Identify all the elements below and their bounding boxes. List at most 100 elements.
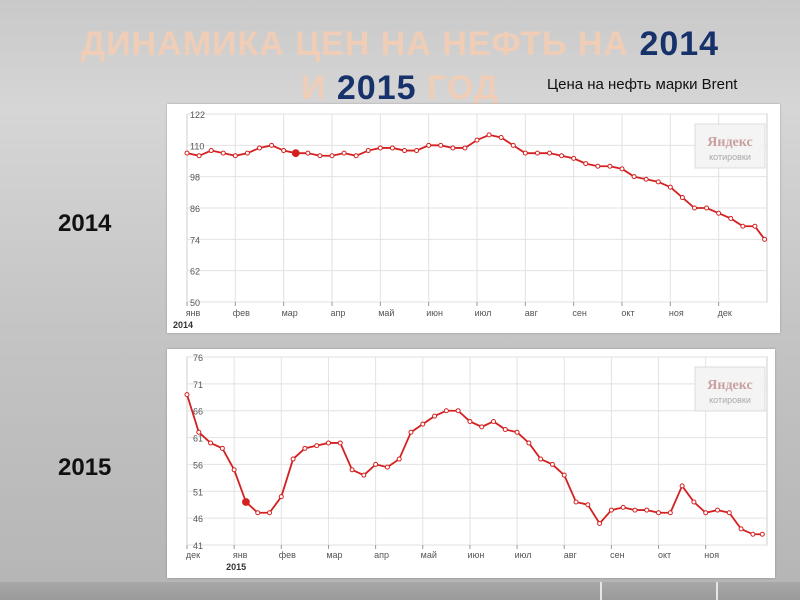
data-point: [714, 507, 720, 513]
data-point: [337, 440, 343, 446]
y-tick-label: 41: [193, 541, 203, 551]
data-point: [655, 179, 661, 185]
data-point: [522, 150, 528, 156]
subtitle: Цена на нефть марки Brent: [547, 76, 738, 93]
data-point: [538, 456, 544, 462]
y-tick-label: 86: [190, 204, 200, 214]
watermark-sub: котировки: [709, 152, 751, 162]
chart-panel-2015: 76 71 66 61 56 51 46 41 дек янв фев мар апр май июн июл…: [167, 349, 775, 578]
data-point: [196, 429, 202, 435]
x-tick-label: июл: [475, 308, 492, 318]
data-point: [450, 145, 456, 151]
data-point: [219, 445, 225, 451]
data-point: [595, 163, 601, 169]
data-point: [432, 413, 438, 419]
x-tick-label: июн: [426, 308, 443, 318]
data-point: [644, 507, 650, 513]
data-point: [750, 531, 756, 537]
data-point: [491, 418, 497, 424]
data-point: [314, 443, 320, 449]
x-tick-label: июл: [515, 550, 532, 560]
data-point: [667, 510, 673, 516]
data-point: [514, 429, 520, 435]
data-point: [704, 205, 710, 211]
x-tick-label: апр: [374, 550, 389, 560]
watermark-sub: котировки: [709, 395, 751, 405]
data-point: [349, 467, 355, 473]
data-point: [547, 150, 552, 156]
plot-area: [186, 356, 768, 546]
data-point: [244, 150, 250, 156]
data-point: [278, 494, 284, 500]
bottom-bar-divider: [716, 582, 738, 600]
data-point: [317, 153, 323, 159]
x-tick-label: ноя: [704, 550, 719, 560]
x-tick-label: окт: [621, 308, 634, 318]
data-point: [474, 137, 480, 143]
data-point: [208, 440, 214, 446]
year-label-2014: 2014: [58, 210, 112, 237]
y-tick-label: 46: [193, 514, 203, 524]
data-point: [740, 223, 746, 229]
title-word-year: ГОД: [416, 69, 500, 107]
data-point: [443, 408, 449, 414]
data-point: [486, 132, 492, 138]
x-tick-label: янв: [186, 308, 201, 318]
data-point: [759, 531, 765, 537]
y-tick-label: 76: [193, 353, 203, 363]
data-point: [267, 510, 273, 516]
y-tick-label: 61: [193, 434, 203, 444]
data-point: [414, 148, 420, 154]
data-point: [526, 440, 532, 446]
x-tick-label: авг: [564, 550, 578, 560]
data-point: [184, 392, 190, 398]
data-point: [329, 153, 335, 159]
data-point: [196, 153, 202, 159]
y-tick-label: 50: [190, 298, 200, 308]
data-point: [679, 483, 685, 489]
data-point: [620, 504, 626, 510]
data-point-highlight: [291, 149, 300, 158]
data-point: [290, 456, 296, 462]
x-tick-label: дек: [718, 308, 732, 318]
data-point: [402, 148, 407, 154]
title-year-2014: 2014: [639, 25, 720, 63]
data-point: [726, 510, 732, 516]
data-point: [479, 424, 485, 430]
data-point: [631, 174, 637, 180]
data-point: [281, 148, 287, 154]
data-point: [597, 521, 603, 527]
data-point: [703, 510, 709, 516]
data-point: [716, 210, 722, 216]
data-point: [302, 445, 308, 451]
y-tick-label: 98: [190, 173, 200, 183]
data-point: [373, 461, 379, 467]
data-point: [341, 150, 347, 156]
x-tick-label: июн: [468, 550, 485, 560]
title-line-2: И 2015 ГОД: [0, 68, 800, 108]
watermark-box: [694, 366, 766, 412]
data-point: [208, 148, 214, 154]
x-tick-label: дек: [186, 550, 200, 560]
y-tick-label: 110: [190, 141, 204, 151]
data-point: [408, 429, 414, 435]
data-point: [608, 507, 614, 513]
data-point: [607, 163, 613, 169]
x-year-label: 2015: [226, 562, 246, 572]
data-point: [561, 472, 567, 478]
data-point: [534, 150, 540, 156]
data-point: [462, 145, 468, 151]
x-tick-label: окт: [658, 550, 671, 560]
data-point: [679, 195, 685, 201]
x-tick-label: сен: [610, 550, 625, 560]
data-point: [255, 510, 261, 516]
y-tick-label: 71: [193, 380, 203, 390]
data-point: [426, 142, 432, 148]
data-point: [656, 510, 662, 516]
data-point: [305, 150, 311, 156]
y-tick-label: 74: [190, 235, 200, 245]
data-point: [549, 461, 555, 467]
x-tick-label: фев: [233, 308, 250, 318]
x-tick-label: фев: [279, 550, 296, 560]
